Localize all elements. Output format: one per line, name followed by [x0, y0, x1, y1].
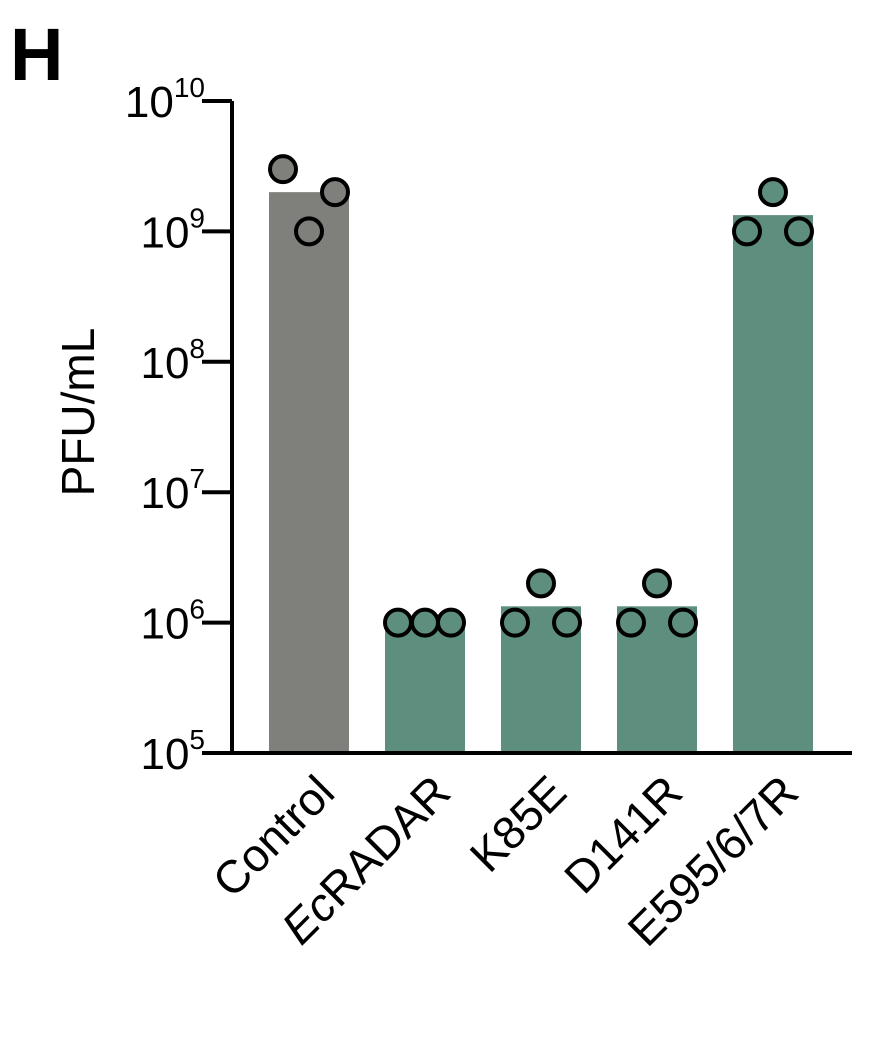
y-tick-label: 108 — [140, 333, 205, 388]
y-tick-exponent: 5 — [189, 724, 205, 755]
y-tick-base: 10 — [140, 208, 189, 257]
data-point — [784, 216, 814, 247]
y-tick-label: 109 — [140, 202, 205, 257]
panel-label: H — [10, 13, 64, 96]
data-point — [383, 607, 413, 638]
y-tick-label: 107 — [140, 463, 205, 518]
data-point — [500, 607, 530, 638]
data-point — [758, 177, 788, 208]
data-point — [552, 607, 582, 638]
axes-layer — [202, 101, 852, 755]
data-point — [294, 216, 324, 247]
y-tick-exponent: 6 — [189, 594, 205, 625]
y-tick-exponent: 10 — [174, 72, 205, 103]
y-tick-label: 105 — [140, 724, 205, 779]
data-point — [668, 607, 698, 638]
bars-layer — [269, 192, 813, 754]
bar-e595-6-7r — [733, 215, 813, 754]
bar-control — [269, 192, 349, 753]
y-tick-base: 10 — [140, 339, 189, 388]
y-tick-label: 106 — [140, 594, 205, 649]
data-point — [526, 568, 556, 599]
y-tick-base: 10 — [140, 730, 189, 779]
data-point — [268, 154, 298, 185]
y-tick-base: 10 — [140, 469, 189, 518]
y-tick-base: 10 — [140, 600, 189, 649]
data-point — [642, 568, 672, 599]
y-tick-base: 10 — [125, 78, 174, 127]
data-point — [436, 607, 466, 638]
x-tick-label-text: RADAR — [309, 765, 460, 916]
data-point — [616, 607, 646, 638]
y-tick-exponent: 9 — [189, 202, 205, 233]
data-point — [320, 177, 350, 208]
y-tick-exponent: 7 — [189, 463, 205, 494]
y-axis-title: PFU/mL — [52, 328, 104, 497]
y-tick-exponent: 8 — [189, 333, 205, 364]
points-layer — [268, 154, 814, 638]
data-point — [732, 216, 762, 247]
data-point — [410, 607, 440, 638]
bar-ecradar — [385, 622, 465, 753]
y-tick-label: 1010 — [125, 72, 205, 127]
